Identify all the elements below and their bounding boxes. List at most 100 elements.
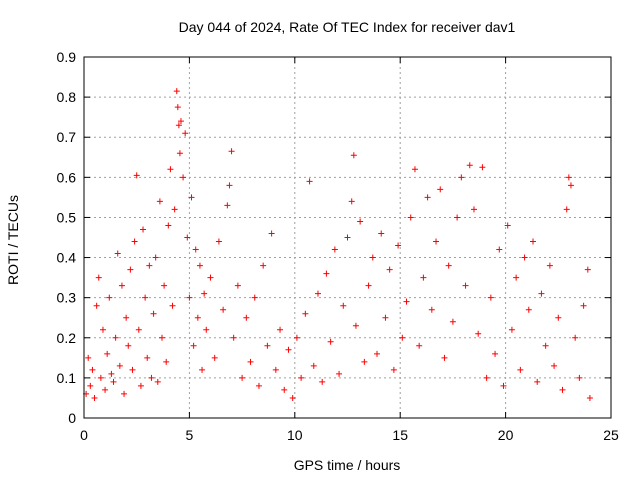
- data-point: [268, 230, 275, 237]
- data-point: [255, 382, 262, 389]
- data-point: [129, 366, 136, 373]
- data-point: [521, 254, 528, 261]
- data-point: [93, 302, 100, 309]
- data-point: [199, 366, 206, 373]
- data-point: [441, 354, 448, 361]
- data-point: [416, 342, 423, 349]
- data-point: [137, 382, 144, 389]
- tick-layer: 0 0.1 0.2 0.3 0.4 0.5 0.6 0.7 0.8 0.9 0 5 10 15 20 25: [57, 49, 619, 443]
- data-point: [285, 346, 292, 353]
- data-point: [148, 374, 155, 381]
- data-point: [95, 274, 102, 281]
- data-point: [108, 370, 115, 377]
- data-point: [492, 350, 499, 357]
- data-point: [142, 294, 149, 301]
- data-point: [462, 282, 469, 289]
- y-tick-label: 0.3: [57, 290, 77, 306]
- data-point: [576, 374, 583, 381]
- data-point: [584, 266, 591, 273]
- data-point: [169, 302, 176, 309]
- data-point: [239, 374, 246, 381]
- data-point: [508, 326, 515, 333]
- x-tick-label: 10: [287, 427, 303, 443]
- data-point: [437, 186, 444, 193]
- data-point: [496, 246, 503, 253]
- data-point: [281, 386, 288, 393]
- data-point: [350, 152, 357, 159]
- y-tick-label: 0.5: [57, 209, 77, 225]
- data-point: [386, 266, 393, 273]
- data-point: [424, 194, 431, 201]
- data-point: [563, 206, 570, 213]
- data-point: [264, 342, 271, 349]
- data-point: [184, 234, 191, 241]
- data-point: [411, 166, 418, 173]
- data-point: [230, 334, 237, 341]
- data-point: [182, 130, 189, 137]
- data-point: [175, 122, 182, 129]
- y-tick-label: 0.9: [57, 49, 77, 65]
- data-point: [156, 198, 163, 205]
- data-point: [224, 202, 231, 209]
- data-point: [542, 342, 549, 349]
- data-point: [449, 318, 456, 325]
- data-point: [171, 206, 178, 213]
- data-point: [123, 314, 130, 321]
- data-point: [112, 334, 119, 341]
- data-point: [525, 306, 532, 313]
- y-tick-label: 0.7: [57, 129, 77, 145]
- data-point: [234, 282, 241, 289]
- data-point: [559, 386, 566, 393]
- data-point: [125, 342, 132, 349]
- y-tick-label: 0.2: [57, 330, 77, 346]
- data-point: [196, 262, 203, 269]
- data-point: [272, 366, 279, 373]
- x-tick-label: 25: [603, 427, 619, 443]
- data-point: [470, 206, 477, 213]
- data-point: [116, 362, 123, 369]
- data-point: [293, 334, 300, 341]
- data-point: [289, 394, 296, 401]
- data-point: [395, 242, 402, 249]
- data-point: [180, 174, 187, 181]
- data-point: [487, 294, 494, 301]
- data-point: [445, 262, 452, 269]
- x-tick-label: 20: [498, 427, 514, 443]
- data-point: [466, 162, 473, 169]
- data-point: [85, 354, 92, 361]
- data-point: [174, 104, 181, 111]
- data-point: [226, 182, 233, 189]
- data-point: [165, 222, 172, 229]
- data-point: [407, 214, 414, 221]
- data-point: [133, 172, 140, 179]
- data-point: [555, 314, 562, 321]
- data-point: [365, 282, 372, 289]
- data-point: [152, 254, 159, 261]
- data-point: [140, 226, 147, 233]
- data-point: [228, 148, 235, 155]
- y-tick-label: 0.1: [57, 370, 77, 386]
- data-point: [99, 326, 106, 333]
- data-point: [458, 174, 465, 181]
- data-point: [104, 350, 111, 357]
- data-point: [399, 334, 406, 341]
- data-point: [331, 246, 338, 253]
- data-point: [146, 262, 153, 269]
- plot-frame: [83, 56, 612, 419]
- data-point: [336, 370, 343, 377]
- y-tick-label: 0.6: [57, 169, 77, 185]
- data-point: [220, 306, 227, 313]
- data-point: [215, 238, 222, 245]
- data-point: [277, 326, 284, 333]
- data-point: [118, 282, 125, 289]
- data-point: [565, 174, 572, 181]
- data-point: [546, 262, 553, 269]
- data-point: [144, 354, 151, 361]
- data-point: [369, 254, 376, 261]
- data-point: [580, 302, 587, 309]
- data-point: [513, 274, 520, 281]
- data-point: [203, 326, 210, 333]
- data-point: [374, 350, 381, 357]
- data-point: [479, 164, 486, 171]
